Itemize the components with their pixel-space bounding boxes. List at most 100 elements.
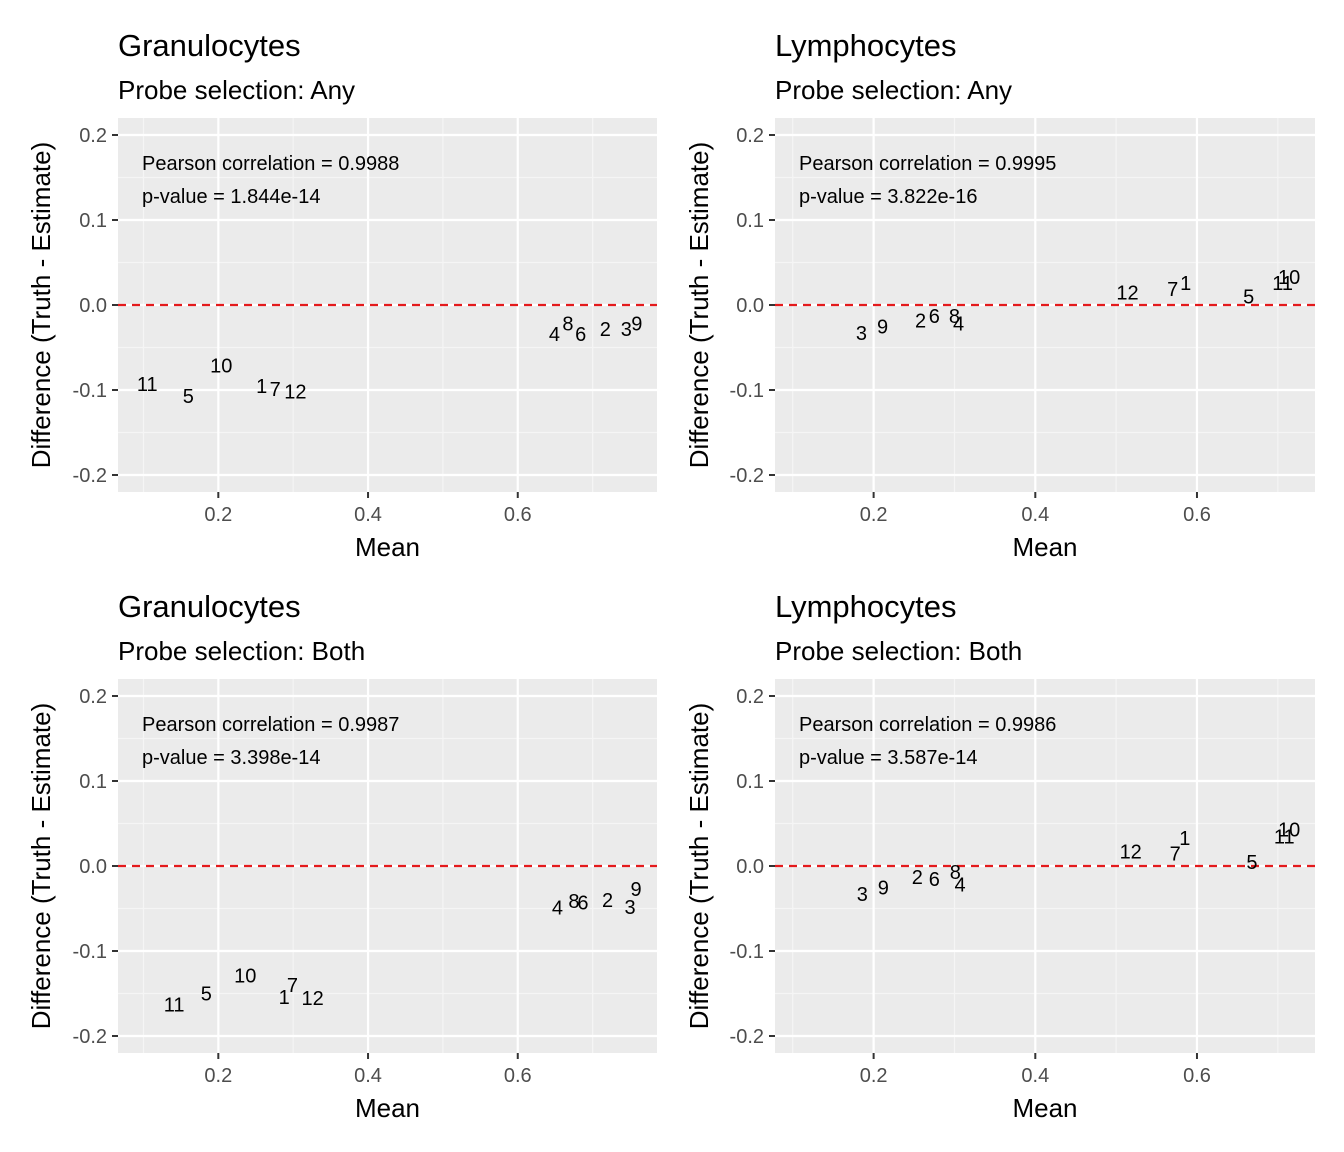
panel-title: Granulocytes bbox=[118, 589, 301, 624]
x-tick-label: 0.2 bbox=[204, 1065, 232, 1087]
point-label: 1 bbox=[1180, 273, 1191, 295]
point-label: 10 bbox=[1278, 267, 1300, 289]
point-label: 11 bbox=[137, 374, 158, 396]
point-label: 12 bbox=[284, 382, 306, 404]
y-tick-label: 0.2 bbox=[736, 686, 764, 708]
point-label: 8 bbox=[950, 862, 961, 884]
point-label: 1 bbox=[1179, 828, 1190, 850]
point-label: 6 bbox=[575, 324, 586, 346]
x-axis-title: Mean bbox=[355, 532, 420, 562]
p-value-annotation: p-value = 3.822e-16 bbox=[799, 186, 977, 208]
y-tick-label: -0.2 bbox=[730, 465, 764, 487]
point-label: 11 bbox=[164, 995, 185, 1017]
point-label: 5 bbox=[1246, 852, 1257, 874]
point-label: 6 bbox=[929, 306, 940, 328]
point-label: 1 bbox=[256, 376, 267, 398]
y-tick-label: -0.1 bbox=[730, 941, 764, 963]
point-label: 7 bbox=[270, 379, 281, 401]
y-axis-title: Difference (Truth - Estimate) bbox=[26, 703, 56, 1030]
x-tick-label: 0.4 bbox=[1021, 504, 1049, 526]
point-label: 8 bbox=[568, 891, 579, 913]
point-label: 7 bbox=[287, 975, 298, 997]
panel-subtitle: Probe selection: Both bbox=[775, 636, 1022, 666]
y-tick-label: 0.1 bbox=[79, 771, 107, 793]
point-label: 10 bbox=[234, 966, 256, 988]
x-tick-label: 0.2 bbox=[860, 504, 888, 526]
y-tick-label: 0.2 bbox=[79, 125, 107, 147]
x-tick-label: 0.2 bbox=[860, 1065, 888, 1087]
point-label: 4 bbox=[552, 898, 563, 920]
point-label: 12 bbox=[1116, 282, 1138, 304]
y-tick-label: -0.2 bbox=[73, 465, 107, 487]
point-label: 10 bbox=[210, 355, 232, 377]
point-label: 6 bbox=[577, 893, 588, 915]
point-label: 7 bbox=[1167, 279, 1178, 301]
x-tick-label: 0.6 bbox=[1183, 504, 1211, 526]
panel-title: Granulocytes bbox=[118, 28, 301, 63]
point-label: 5 bbox=[201, 984, 212, 1006]
panel-title: Lymphocytes bbox=[775, 28, 957, 63]
point-label: 8 bbox=[949, 306, 960, 328]
y-tick-label: 0.0 bbox=[79, 856, 107, 878]
point-label: 3 bbox=[857, 884, 868, 906]
point-label: 5 bbox=[1243, 287, 1254, 309]
y-tick-label: 0.2 bbox=[736, 125, 764, 147]
pearson-correlation-annotation: Pearson correlation = 0.9995 bbox=[799, 153, 1056, 175]
y-tick-label: 0.1 bbox=[79, 210, 107, 232]
y-tick-label: 0.0 bbox=[79, 295, 107, 317]
point-label: 2 bbox=[602, 890, 613, 912]
point-label: 12 bbox=[302, 988, 324, 1010]
p-value-annotation: p-value = 3.398e-14 bbox=[142, 747, 320, 769]
y-tick-label: 0.0 bbox=[736, 856, 764, 878]
x-tick-label: 0.6 bbox=[1183, 1065, 1211, 1087]
point-label: 9 bbox=[631, 314, 642, 336]
point-label: 12 bbox=[1120, 842, 1142, 864]
point-label: 3 bbox=[624, 897, 635, 919]
point-label: 6 bbox=[929, 869, 940, 891]
y-axis-title: Difference (Truth - Estimate) bbox=[684, 142, 714, 469]
x-tick-label: 0.6 bbox=[504, 504, 532, 526]
x-tick-label: 0.4 bbox=[354, 1065, 382, 1087]
y-tick-label: -0.2 bbox=[730, 1026, 764, 1048]
y-tick-label: -0.1 bbox=[73, 380, 107, 402]
point-label: 5 bbox=[183, 386, 194, 408]
panel-1: Granulocytes Probe selection: Any 0.2 0.4 0.… bbox=[26, 28, 657, 562]
panel-subtitle: Probe selection: Both bbox=[118, 636, 365, 666]
y-tick-label: -0.2 bbox=[73, 1026, 107, 1048]
point-label: 3 bbox=[856, 323, 867, 345]
pearson-correlation-annotation: Pearson correlation = 0.9987 bbox=[142, 714, 399, 736]
panel-4: Lymphocytes Probe selection: Both 0.2 0.4 0.… bbox=[684, 589, 1315, 1123]
point-label: 9 bbox=[877, 316, 888, 338]
point-label: 4 bbox=[955, 875, 966, 897]
y-axis-title: Difference (Truth - Estimate) bbox=[684, 703, 714, 1030]
x-axis-title: Mean bbox=[355, 1093, 420, 1123]
point-label: 8 bbox=[562, 314, 573, 336]
x-tick-label: 0.6 bbox=[504, 1065, 532, 1087]
p-value-annotation: p-value = 1.844e-14 bbox=[142, 186, 320, 208]
point-label: 7 bbox=[1170, 843, 1181, 865]
x-tick-label: 0.2 bbox=[204, 504, 232, 526]
point-label: 2 bbox=[912, 867, 923, 889]
panel-subtitle: Probe selection: Any bbox=[118, 75, 355, 105]
y-tick-label: 0.1 bbox=[736, 210, 764, 232]
point-label: 4 bbox=[549, 324, 560, 346]
point-label: 4 bbox=[953, 314, 964, 336]
point-label: 9 bbox=[878, 877, 889, 899]
x-tick-label: 0.4 bbox=[1021, 1065, 1049, 1087]
panel-2: Lymphocytes Probe selection: Any 0.2 0.4 0.6… bbox=[684, 28, 1315, 562]
y-tick-label: 0.2 bbox=[79, 686, 107, 708]
point-label: 11 bbox=[1274, 826, 1295, 848]
point-label: 11 bbox=[1272, 273, 1293, 295]
panel-title: Lymphocytes bbox=[775, 589, 957, 624]
x-axis-title: Mean bbox=[1012, 1093, 1077, 1123]
pearson-correlation-annotation: Pearson correlation = 0.9988 bbox=[142, 153, 399, 175]
y-tick-label: -0.1 bbox=[73, 941, 107, 963]
y-tick-label: 0.0 bbox=[736, 295, 764, 317]
p-value-annotation: p-value = 3.587e-14 bbox=[799, 747, 977, 769]
y-tick-label: 0.1 bbox=[736, 771, 764, 793]
panel-3: Granulocytes Probe selection: Both 0.2 0.4 0… bbox=[26, 589, 657, 1123]
point-label: 2 bbox=[600, 319, 611, 341]
y-tick-label: -0.1 bbox=[730, 380, 764, 402]
point-label: 1 bbox=[279, 987, 290, 1009]
